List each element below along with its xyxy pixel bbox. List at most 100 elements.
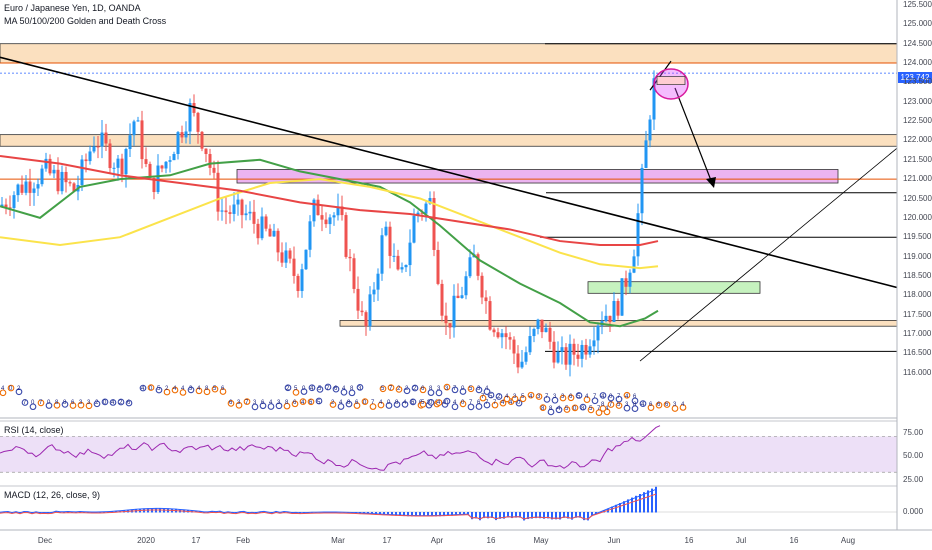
candle-body (636, 213, 640, 257)
cross-marker (483, 401, 491, 409)
candle-body (172, 154, 176, 161)
cross-marker (211, 385, 219, 393)
candle-body (544, 327, 548, 333)
candle-body (148, 163, 152, 178)
cross-marker (387, 384, 395, 391)
cross-marker (307, 398, 315, 406)
rsi-title: RSI (14, close) (4, 425, 64, 435)
cross-marker (101, 398, 109, 406)
candle-body (540, 319, 544, 333)
cross-marker-label: 7 (597, 406, 601, 412)
candle-body (292, 258, 296, 276)
candle-body (460, 295, 464, 298)
candle-body (468, 257, 472, 277)
candle-body (288, 250, 292, 259)
cross-marker (379, 385, 387, 393)
cross-marker-label: 4 (605, 406, 609, 412)
y-tick-label: 124.500 (903, 38, 932, 48)
candle-body (84, 159, 88, 162)
cross-marker (467, 385, 475, 393)
macd-histogram-bar (519, 512, 521, 518)
cross-marker (37, 399, 45, 407)
cross-marker-label: 0 (429, 400, 433, 406)
cross-marker (332, 385, 340, 393)
candle-body (164, 161, 168, 169)
cross-marker-label: 2 (286, 386, 290, 392)
x-tick-label: 2020 (137, 536, 155, 545)
cross-marker-label: 2 (331, 400, 335, 406)
candle-body (572, 343, 576, 355)
cross-marker-label: 5 (317, 400, 321, 406)
candle-body (300, 269, 304, 292)
candle-body (216, 172, 220, 212)
candle-body (640, 167, 644, 214)
macd-histogram-bar (263, 511, 265, 513)
cross-marker (139, 384, 147, 392)
y-tick-label: 125.500 (903, 0, 932, 9)
candle-body (452, 295, 456, 328)
candle-body (188, 103, 192, 132)
candle-body (400, 267, 404, 270)
cross-marker-label: 4 (310, 386, 314, 392)
cross-marker (219, 388, 227, 395)
candle-body (256, 223, 260, 239)
candle-body (272, 230, 276, 237)
cross-marker (647, 404, 655, 411)
macd-histogram-bar (459, 512, 461, 516)
cross-marker (163, 388, 171, 396)
cross-marker-label: 4 (529, 394, 533, 400)
candle-body (308, 221, 312, 250)
candle-body (608, 315, 612, 322)
candle-body (260, 216, 264, 239)
candle-body (100, 132, 104, 147)
cross-marker-label: 3 (253, 400, 257, 406)
cross-marker-label: 6 (127, 400, 131, 406)
x-tick-label: Apr (430, 536, 444, 545)
cross-marker-label: 4 (1, 386, 5, 392)
projection-arrow-line (674, 87, 713, 184)
cross-marker (235, 401, 243, 409)
macd-histogram-bar (447, 512, 449, 516)
cross-markers: 4 0 27 0 7 0 8 8 6 3 3 2 0 4 2 64 0 5 2 4 4 3 4 8 5 66 3 7 3 6 4 3 8 6 4 6 5… (0, 383, 687, 416)
cross-marker (519, 395, 527, 403)
macd-histogram-bar (559, 512, 561, 520)
y-tick-label: 117.500 (903, 309, 932, 319)
horizontal-levels (0, 43, 897, 352)
macd-histogram-bar (391, 512, 393, 516)
cross-marker (0, 389, 7, 397)
candle-body (444, 315, 448, 324)
y-tick-label: 119.000 (903, 251, 932, 261)
cross-marker-label: 3 (561, 394, 565, 400)
candle-body (156, 165, 160, 193)
candle-body (504, 333, 508, 338)
candle-body (440, 283, 444, 316)
macd-histogram-bar (435, 512, 437, 517)
cross-marker (491, 401, 499, 409)
y-tick-label: 121.000 (903, 174, 932, 184)
macd-histogram-bar (555, 512, 557, 520)
candle-body (604, 315, 608, 322)
candle-body (556, 351, 560, 363)
cross-marker-label: 0 (445, 400, 449, 406)
candle-body (4, 204, 8, 208)
x-tick-label: 16 (486, 536, 496, 545)
cross-marker-label: 0 (149, 386, 153, 392)
macd-histogram-bar (551, 512, 553, 520)
cross-marker-label: 3 (513, 394, 517, 400)
candle-body (296, 275, 300, 292)
cross-marker-label: 4 (437, 400, 441, 406)
cross-marker-label: 4 (173, 386, 177, 392)
candle-body (360, 310, 364, 313)
cross-marker (259, 402, 267, 410)
macd-histogram-bar (523, 512, 525, 521)
cross-marker-label: 4 (181, 386, 185, 392)
y-tick-label: 119.500 (903, 232, 932, 242)
cross-marker-label: 2 (165, 386, 169, 392)
cross-marker (451, 403, 459, 411)
candle-body (16, 184, 20, 196)
candle-body (184, 131, 188, 138)
macd-histogram-bar (451, 512, 453, 516)
candle-body (516, 353, 520, 368)
cross-marker (300, 388, 308, 395)
cross-marker (631, 397, 639, 405)
